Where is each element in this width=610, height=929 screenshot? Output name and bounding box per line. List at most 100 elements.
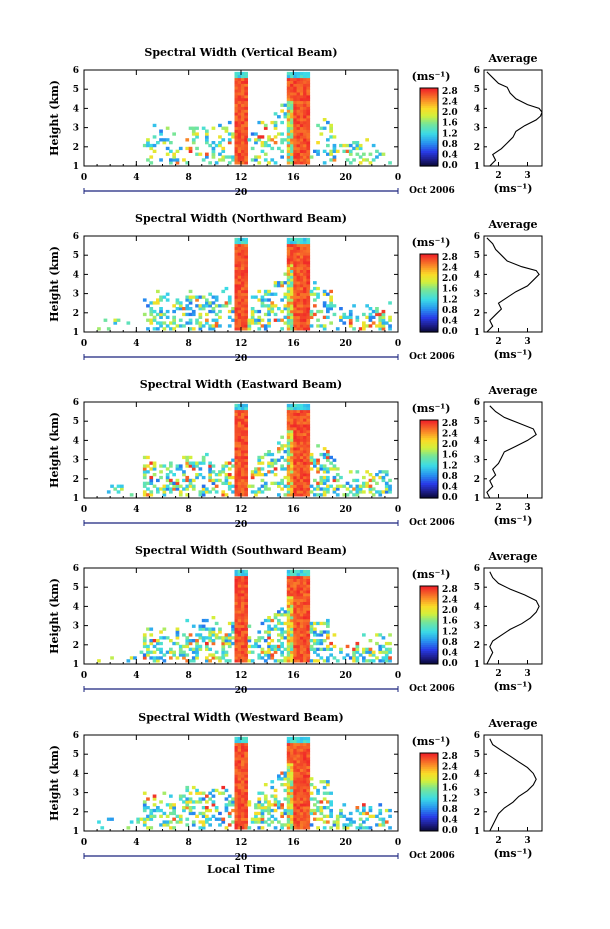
- colorbar-frame: [419, 253, 439, 333]
- heatmap-cell: [159, 321, 163, 325]
- heatmap-cell: [303, 751, 307, 755]
- heatmap-cell: [227, 461, 232, 465]
- heatmap-cell: [358, 327, 363, 331]
- heatmap-cell: [303, 610, 307, 614]
- colorbar-swatch: [420, 753, 438, 756]
- heatmap-cell: [316, 487, 320, 491]
- heatmap-cell: [381, 312, 386, 317]
- heatmap-cell: [237, 240, 242, 245]
- profile-frame: [483, 69, 543, 167]
- heatmap-cell: [234, 435, 239, 439]
- heatmap-cell: [247, 484, 252, 488]
- heatmap-cell: [234, 83, 239, 87]
- heatmap-cell: [218, 324, 222, 328]
- heatmap-cell: [381, 644, 386, 649]
- heatmap-cell: [303, 760, 307, 764]
- heatmap-cell: [169, 461, 173, 465]
- heatmap-cell: [286, 581, 291, 585]
- heatmap-cell: [241, 309, 245, 314]
- heatmap-cell: [299, 444, 304, 448]
- colorbar-tick-label: 2.8: [442, 419, 458, 429]
- heatmap-cell: [322, 324, 327, 328]
- heatmap-cell: [381, 490, 386, 494]
- heatmap-cell: [313, 641, 317, 646]
- heatmap-cell: [345, 143, 350, 148]
- heatmap-cell: [378, 315, 383, 319]
- heatmap-cell: [299, 112, 304, 116]
- heatmap-cell: [332, 823, 337, 827]
- heatmap-cell: [381, 315, 386, 319]
- heatmap-cell: [241, 126, 245, 130]
- heatmap-cell: [303, 129, 307, 133]
- heatmap-cell: [218, 656, 222, 660]
- heatmap-cell: [237, 817, 242, 821]
- heatmap-cell: [257, 138, 262, 142]
- heatmap-cell: [162, 653, 167, 657]
- heatmap-cell: [257, 630, 262, 634]
- heatmap-cell: [286, 797, 291, 801]
- heatmap-cell: [237, 269, 242, 273]
- heatmap-cell: [244, 780, 248, 784]
- heatmap-cell: [299, 80, 304, 84]
- heatmap-cell: [241, 258, 245, 262]
- heatmap-cell: [319, 817, 324, 821]
- heatmap-cell: [237, 639, 242, 643]
- heatmap-cell: [299, 610, 304, 614]
- heatmap-cell: [365, 304, 369, 308]
- profile-y-tick-label: 4: [474, 270, 480, 280]
- colorbar-swatch: [420, 90, 438, 93]
- heatmap-cell: [234, 286, 239, 291]
- heatmap-cell: [198, 307, 203, 311]
- heatmap-cell: [156, 327, 160, 331]
- heatmap-cell: [290, 301, 294, 305]
- heatmap-cell: [293, 438, 297, 442]
- heatmap-cell: [149, 493, 154, 497]
- heatmap-cell: [273, 650, 278, 654]
- heatmap-cell: [254, 817, 258, 821]
- heatmap-cell: [286, 237, 291, 242]
- heatmap-cell: [250, 484, 255, 488]
- heatmap-cell: [241, 138, 245, 142]
- heatmap-cell: [290, 650, 294, 654]
- heatmap-cell: [234, 237, 239, 242]
- heatmap-cell: [241, 149, 245, 153]
- heatmap-cell: [237, 641, 242, 646]
- heatmap-cell: [185, 475, 190, 480]
- heatmap-cell: [195, 132, 199, 136]
- heatmap-cell: [293, 286, 297, 291]
- heatmap-cell: [244, 258, 248, 262]
- heatmap-cell: [156, 301, 160, 305]
- heatmap-cell: [224, 788, 229, 793]
- heatmap-cell: [214, 318, 219, 322]
- heatmap-cell: [286, 106, 291, 110]
- heatmap-cell: [293, 768, 297, 772]
- heatmap-cell: [306, 616, 311, 620]
- heatmap-cell: [260, 120, 265, 125]
- heatmap-cell: [195, 656, 199, 660]
- heatmap-cell: [146, 806, 150, 810]
- heatmap-cell: [286, 275, 291, 279]
- heatmap-cell: [299, 823, 304, 827]
- colorbar-swatch: [420, 630, 438, 634]
- heatmap-cell: [152, 318, 157, 322]
- heatmap-cell: [267, 618, 271, 623]
- colorbar-swatch: [420, 636, 438, 640]
- heatmap-cell: [286, 788, 291, 793]
- colorbar-swatch: [420, 140, 438, 144]
- heatmap-cell: [241, 630, 245, 634]
- heatmap-cell: [293, 138, 297, 142]
- heatmap-cell: [241, 86, 245, 90]
- heatmap-cell: [244, 112, 248, 116]
- heatmap-cell: [290, 286, 294, 291]
- heatmap-cell: [326, 800, 330, 804]
- heatmap-cell: [368, 161, 373, 165]
- heatmap-cell: [191, 806, 196, 810]
- heatmap-cell: [362, 152, 366, 156]
- heatmap-cell: [293, 604, 297, 608]
- panel-title: Spectral Width (Southward Beam): [135, 544, 347, 557]
- heatmap-cell: [306, 806, 311, 810]
- heatmap-cell: [234, 788, 239, 793]
- heatmap-cell: [290, 103, 294, 107]
- heatmap-cell: [224, 803, 229, 807]
- heatmap-cell: [172, 641, 176, 646]
